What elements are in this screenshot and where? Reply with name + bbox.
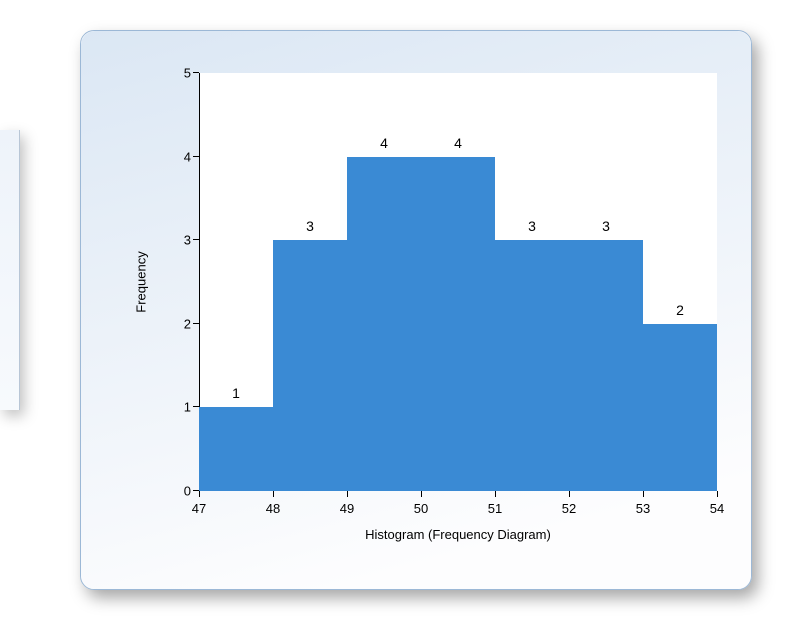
histogram-bar: 4 [347, 157, 421, 491]
x-tick [717, 491, 718, 497]
y-tick-label: 4 [171, 149, 191, 164]
x-tick-label: 50 [414, 501, 428, 516]
x-axis-label: Histogram (Frequency Diagram) [199, 527, 717, 542]
bar-value-label: 4 [347, 135, 421, 151]
y-tick [193, 72, 199, 73]
bar-value-label: 1 [199, 385, 273, 401]
x-tick [495, 491, 496, 497]
y-tick [193, 323, 199, 324]
x-tick-label: 47 [192, 501, 206, 516]
histogram-bar: 1 [199, 407, 273, 491]
x-tick [421, 491, 422, 497]
x-tick-label: 54 [710, 501, 724, 516]
y-tick-label: 3 [171, 233, 191, 248]
y-tick-label: 0 [171, 484, 191, 499]
bar-value-label: 4 [421, 135, 495, 151]
plot-area: 1344332 [199, 73, 717, 491]
y-tick [193, 490, 199, 491]
bar-value-label: 3 [569, 218, 643, 234]
bar-value-label: 2 [643, 302, 717, 318]
x-tick-label: 51 [488, 501, 502, 516]
x-tick [347, 491, 348, 497]
histogram-bar: 3 [495, 240, 569, 491]
y-tick [193, 156, 199, 157]
x-tick [643, 491, 644, 497]
x-tick [273, 491, 274, 497]
x-tick [199, 491, 200, 497]
histogram-bar: 3 [273, 240, 347, 491]
x-tick-label: 48 [266, 501, 280, 516]
y-tick-label: 5 [171, 66, 191, 81]
bar-value-label: 3 [273, 218, 347, 234]
y-tick-label: 1 [171, 400, 191, 415]
x-tick-label: 52 [562, 501, 576, 516]
x-tick [569, 491, 570, 497]
histogram-bar: 4 [421, 157, 495, 491]
adjacent-panel-edge [0, 130, 20, 410]
x-tick-label: 49 [340, 501, 354, 516]
bar-value-label: 3 [495, 218, 569, 234]
y-axis-label: Frequency [134, 251, 149, 312]
y-tick-label: 2 [171, 316, 191, 331]
y-tick [193, 239, 199, 240]
chart-panel: 1344332 Frequency Histogram (Frequency D… [80, 30, 752, 590]
x-tick-label: 53 [636, 501, 650, 516]
y-tick [193, 406, 199, 407]
histogram-bar: 3 [569, 240, 643, 491]
histogram-bar: 2 [643, 324, 717, 491]
